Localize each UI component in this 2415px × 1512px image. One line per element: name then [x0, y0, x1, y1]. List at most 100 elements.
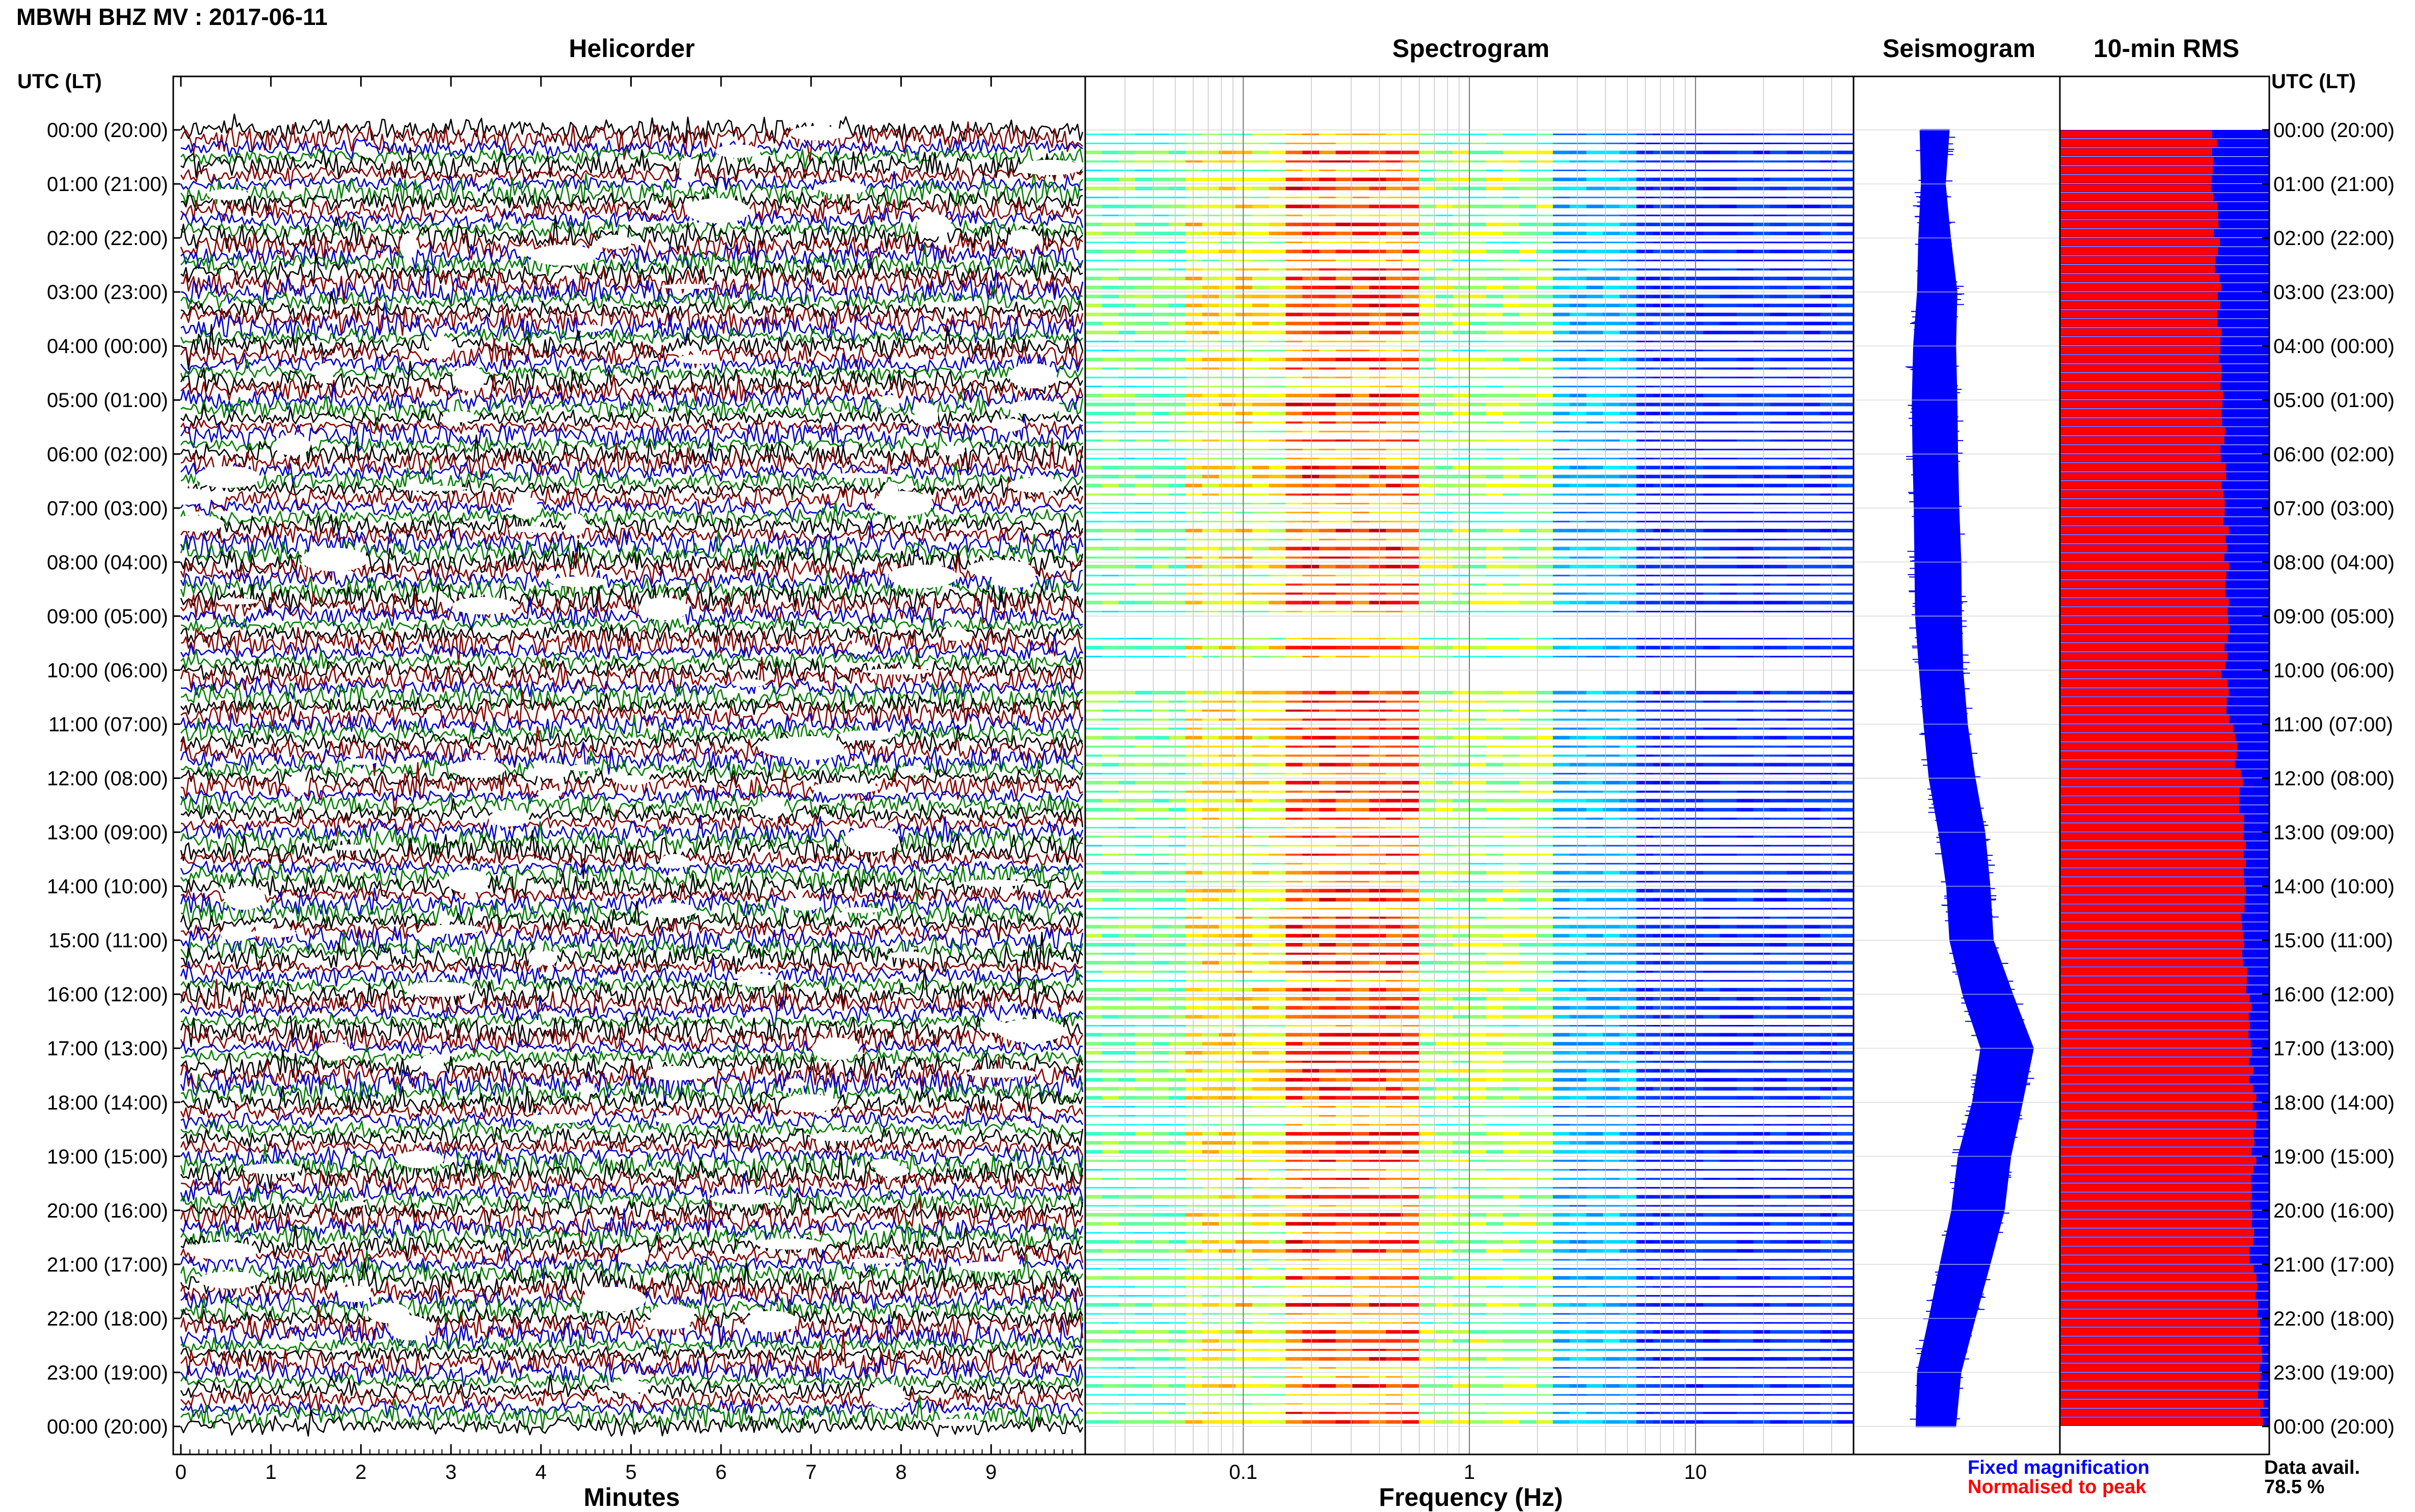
- spectrogram-cell: [1402, 736, 1420, 740]
- spectrogram-cell: [1219, 349, 1236, 352]
- spectrogram-cell: [1720, 448, 1737, 450]
- spectrogram-cell: [1753, 259, 1770, 261]
- spectrogram-cell: [1653, 421, 1670, 424]
- spectrogram-cell: [1720, 439, 1737, 442]
- spectrogram-cell: [1302, 888, 1320, 893]
- spectrogram-cell: [1185, 780, 1203, 785]
- spectrogram-cell: [1670, 321, 1687, 326]
- spectrogram-cell: [1837, 988, 1854, 992]
- spectrogram-cell: [1569, 916, 1587, 919]
- spectrogram-cell: [1820, 186, 1837, 191]
- spectrogram-cell: [1770, 718, 1787, 721]
- spectrogram-cell: [1653, 204, 1670, 208]
- spectrogram-cell: [1319, 881, 1336, 883]
- spectrogram-cell: [1820, 980, 1837, 982]
- spectrogram-cell: [1436, 547, 1453, 551]
- helicorder-trace: [180, 968, 1084, 1015]
- spectrogram-cell: [1486, 807, 1504, 812]
- spectrogram-cell: [1152, 294, 1169, 299]
- spectrogram-cell: [1536, 493, 1553, 496]
- spectrogram-cell: [1402, 1042, 1420, 1046]
- spectrogram-cell: [1837, 1042, 1854, 1046]
- spectrogram-cell: [1202, 961, 1219, 965]
- spectrogram-cell: [1603, 214, 1620, 217]
- spectrogram-cell: [1319, 547, 1336, 551]
- spectrogram-cell: [1285, 818, 1303, 820]
- spectrogram-cell: [1670, 393, 1687, 397]
- spectrogram-cell: [1202, 511, 1219, 514]
- spectrogram-cell: [1519, 916, 1537, 919]
- spectrogram-cell: [1603, 888, 1620, 893]
- spectrogram-cell: [1118, 367, 1136, 370]
- spectrogram-cell: [1486, 835, 1504, 838]
- spectrogram-cell: [1603, 304, 1620, 308]
- figure-title: MBWH BHZ MV : 2017-06-11: [16, 4, 328, 30]
- spectrogram-cell: [1369, 538, 1386, 541]
- spectrogram-cell: [1569, 241, 1587, 244]
- spectrogram-cell: [1319, 268, 1336, 271]
- spectrogram-cell: [1202, 150, 1219, 154]
- spectrogram-cell: [1236, 780, 1253, 785]
- spectrogram-cell: [1118, 564, 1136, 569]
- spectrogram-cell: [1670, 277, 1687, 281]
- spectrogram-cell: [1285, 214, 1303, 217]
- spectrogram-cell: [1536, 1078, 1553, 1082]
- spectrogram-cell: [1219, 1051, 1236, 1055]
- spectrogram-cell: [1269, 268, 1286, 271]
- spectrogram-cell: [1536, 691, 1553, 695]
- spectrogram-cell: [1352, 970, 1370, 973]
- spectrogram-cell: [1469, 601, 1487, 605]
- spectrogram-cell: [1453, 961, 1470, 965]
- spectrogram-cell: [1202, 457, 1219, 460]
- spectrogram-cell: [1352, 835, 1370, 838]
- spectrogram-cell: [1486, 881, 1504, 883]
- spectrogram-cell: [1786, 1015, 1804, 1019]
- spectrogram-cell: [1770, 818, 1787, 820]
- spectrogram-cell: [1285, 197, 1303, 199]
- spectrogram-cell: [1402, 611, 1420, 612]
- spectrogram-cell: [1436, 1015, 1453, 1019]
- spectrogram-cell: [1369, 780, 1386, 785]
- spectrogram-cell: [1786, 483, 1804, 488]
- spectrogram-cell: [1620, 1033, 1637, 1037]
- spectrogram-cell: [1486, 331, 1504, 335]
- spectrogram-cell: [1352, 304, 1370, 308]
- spectrogram-cell: [1219, 888, 1236, 893]
- spectrogram-cell: [1085, 575, 1103, 577]
- spectrogram-cell: [1402, 170, 1420, 171]
- spectrogram-cell: [1603, 223, 1620, 227]
- spectrogram-cell: [1453, 402, 1470, 407]
- spectrogram-cell: [1168, 970, 1186, 973]
- spectrogram-cell: [1269, 294, 1286, 299]
- spectrogram-cell: [1620, 700, 1637, 703]
- spectrogram-cell: [1569, 970, 1587, 973]
- spectrogram-cell: [1369, 214, 1386, 217]
- spectrogram-cell: [1586, 807, 1603, 812]
- spectrogram-cell: [1252, 214, 1270, 217]
- spectrogram-cell: [1820, 718, 1837, 721]
- spectrogram-cell: [1502, 331, 1520, 335]
- spectrogram-cell: [1803, 953, 1821, 955]
- spectrogram-cell: [1753, 980, 1770, 982]
- spectrogram-cell: [1236, 439, 1253, 442]
- spectrogram-cell: [1302, 988, 1320, 992]
- spectrogram-cell: [1135, 160, 1152, 163]
- spectrogram-cell: [1670, 186, 1687, 191]
- spectrogram-cell: [1185, 1096, 1203, 1100]
- spectrogram-cell: [1319, 1015, 1336, 1019]
- spectrogram-cell: [1736, 638, 1754, 640]
- spectrogram-cell: [1603, 547, 1620, 551]
- spectrogram-cell: [1837, 700, 1854, 703]
- spectrogram-cell: [1202, 818, 1219, 820]
- spectrogram-cell: [1236, 340, 1253, 342]
- spectrogram-cell: [1135, 1025, 1152, 1027]
- spectrogram-cell: [1502, 259, 1520, 261]
- spectrogram-cell: [1736, 745, 1754, 748]
- spectrogram-cell: [1770, 186, 1787, 191]
- helicorder-trace: [180, 713, 1084, 740]
- spectrogram-cell: [1803, 718, 1821, 721]
- spectrogram-cell: [1352, 943, 1370, 947]
- spectrogram-cell: [1335, 997, 1353, 1001]
- spectrogram-cell: [1753, 656, 1770, 658]
- spectrogram-cell: [1302, 457, 1320, 460]
